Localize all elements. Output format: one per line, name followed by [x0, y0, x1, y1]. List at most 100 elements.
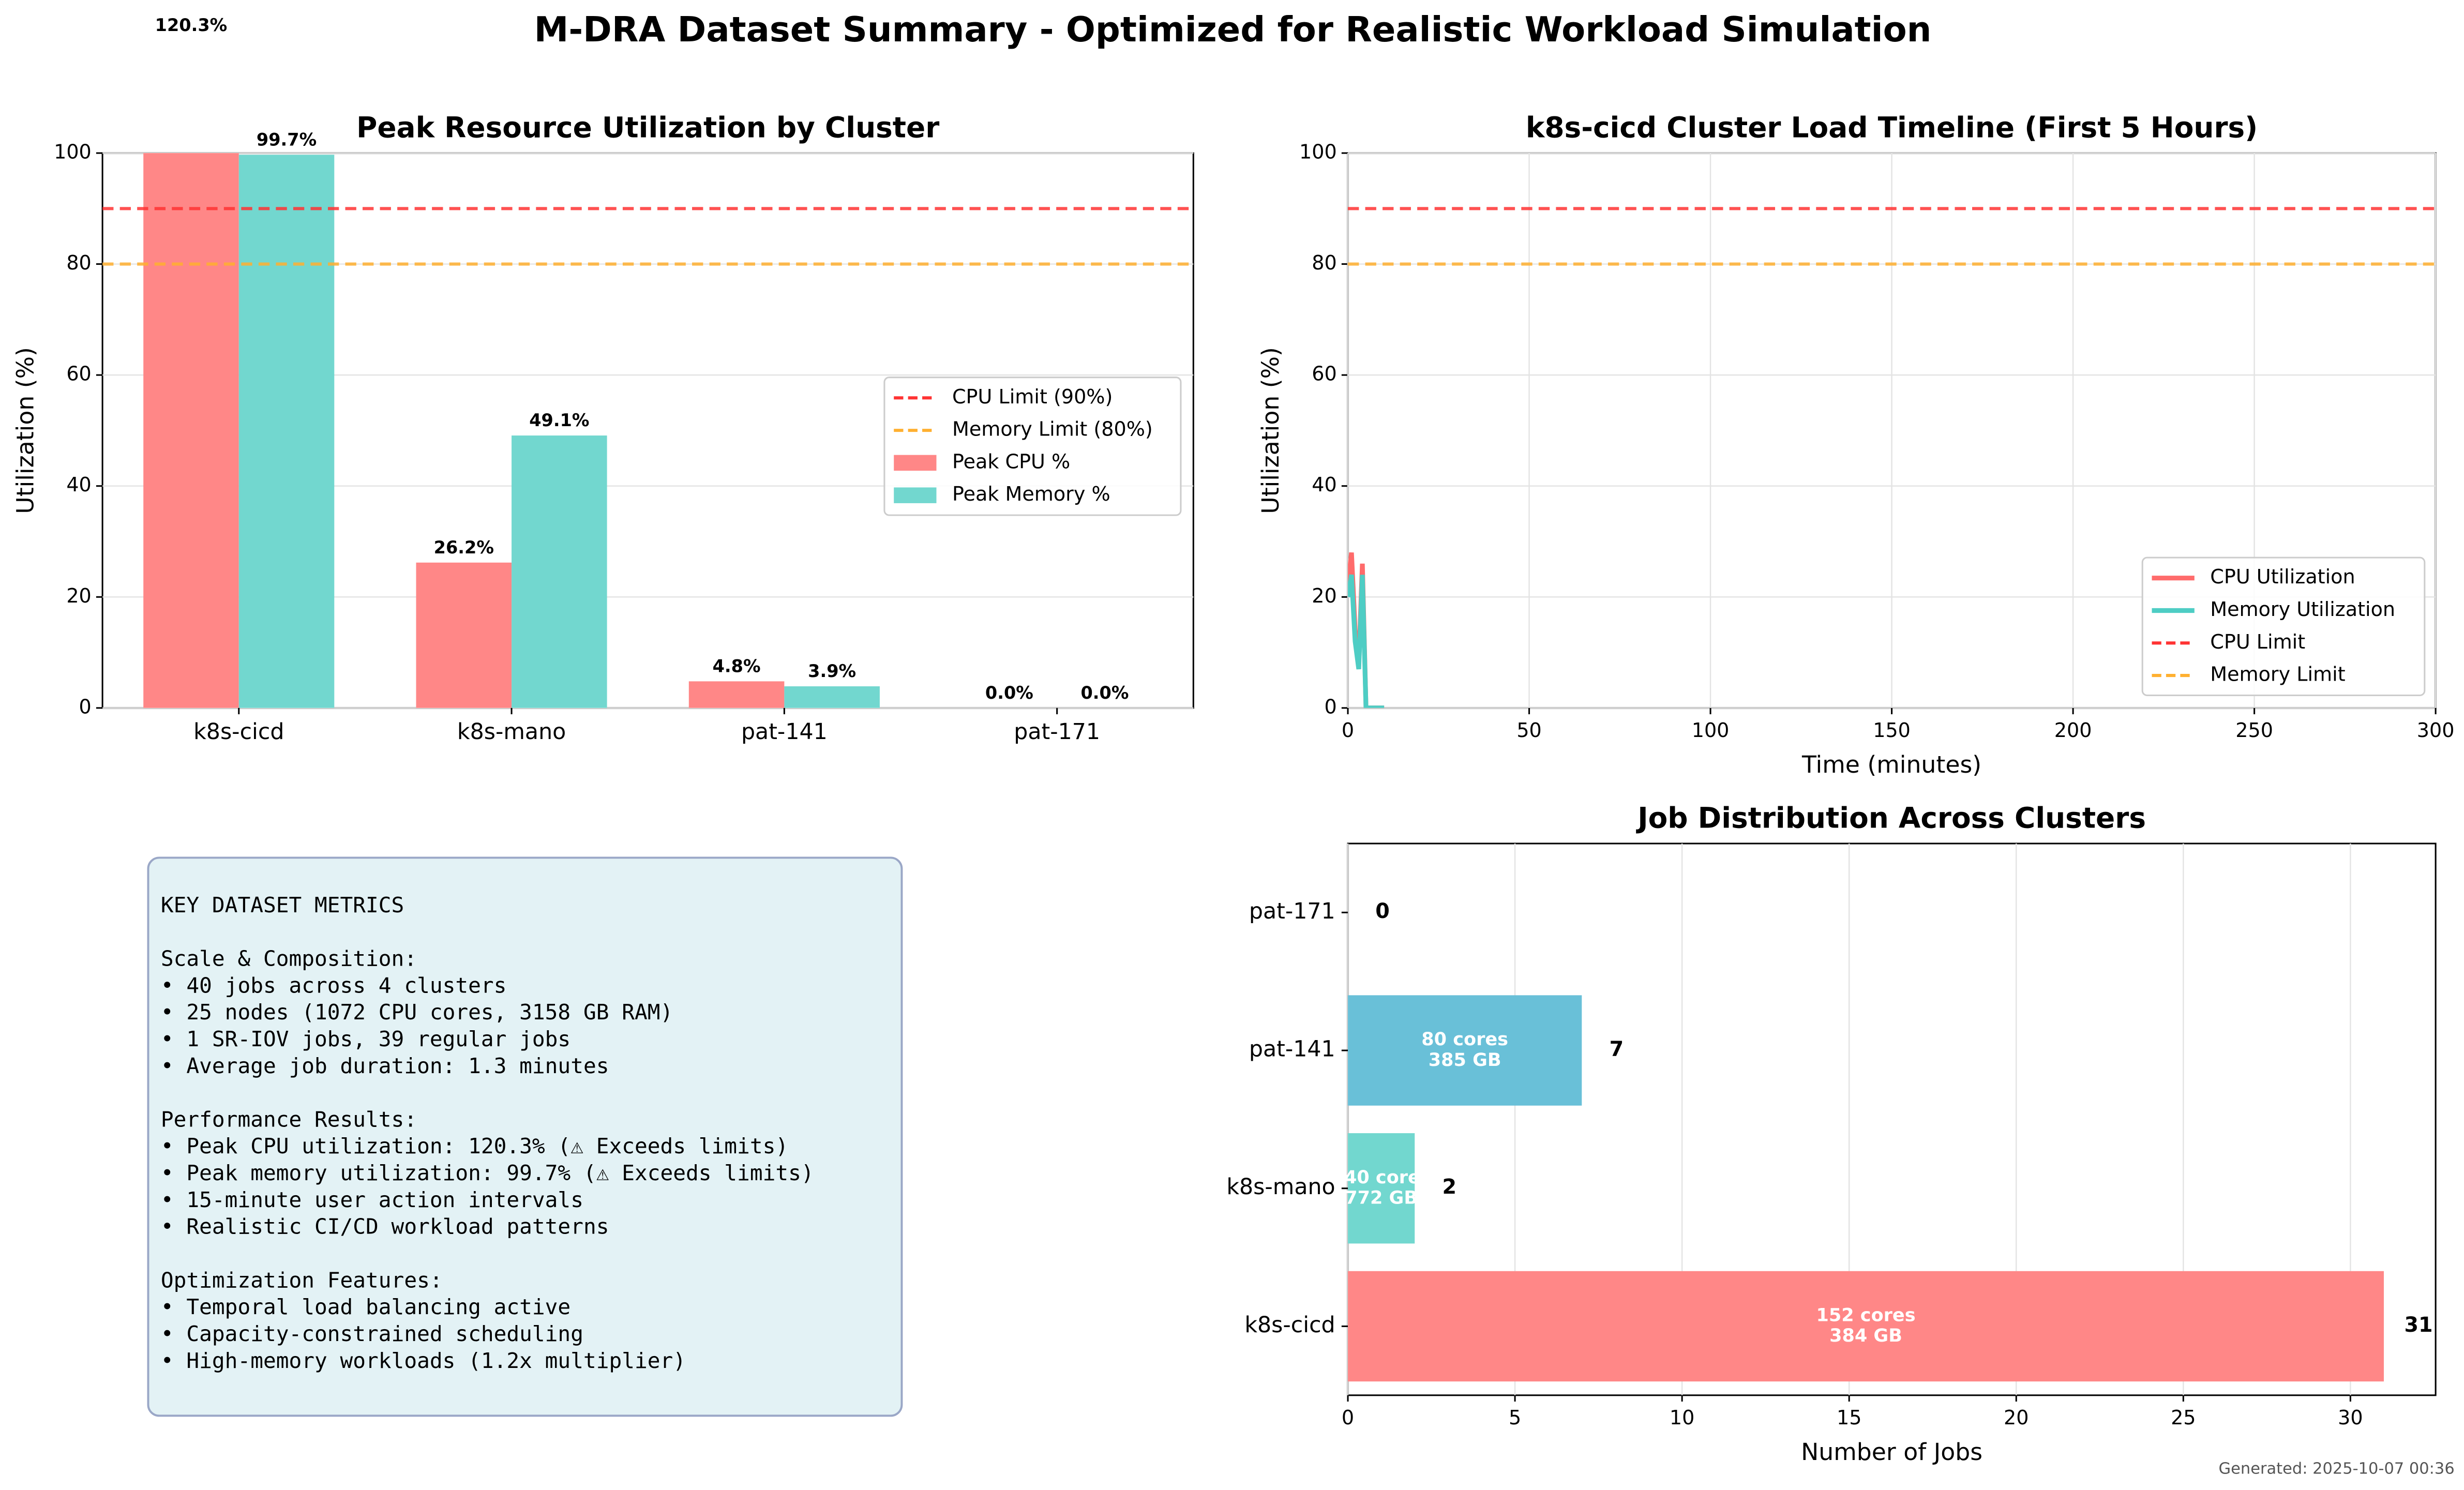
value-label: 2 [1443, 1175, 1457, 1199]
bar-annotation: 385 GB [1429, 1049, 1501, 1071]
y-tick-label: pat-171 [1249, 898, 1335, 924]
x-tick-label: 20 [2004, 1406, 2029, 1429]
metrics-section-title: Scale & Composition: [161, 946, 417, 971]
x-tick-label: 10 [1670, 1406, 1694, 1429]
value-label: 4.8% [713, 656, 761, 676]
y-tick-label: 60 [66, 363, 91, 385]
x-tick-label: 50 [1516, 719, 1541, 742]
x-tick-label: 30 [2338, 1406, 2363, 1429]
legend-label: Memory Utilization [2210, 598, 2395, 621]
y-tick-label: 0 [1324, 695, 1336, 718]
value-label: 120.3% [155, 15, 228, 35]
value-label: 0.0% [985, 683, 1033, 703]
x-tick-label: pat-141 [741, 719, 828, 745]
metrics-box [147, 856, 903, 1417]
x-tick-label: 250 [2235, 719, 2273, 742]
bar [784, 686, 880, 708]
legend-label: Peak Memory % [952, 483, 1110, 505]
x-tick-label: 15 [1837, 1406, 1861, 1429]
y-axis-label: Utilization (%) [11, 347, 39, 514]
y-tick-label: 20 [1312, 584, 1336, 607]
x-tick-label: 0 [1342, 719, 1354, 742]
metrics-item: • Temporal load balancing active [161, 1295, 570, 1319]
bars [102, 153, 1194, 708]
bar [512, 435, 607, 708]
x-tick-label: pat-171 [1014, 719, 1100, 745]
x-tick-label: 0 [1342, 1406, 1354, 1429]
y-tick-label: 40 [1312, 473, 1336, 496]
page-title: M-DRA Dataset Summary - Optimized for Re… [534, 9, 1932, 50]
y-tick-label: 60 [1312, 363, 1336, 385]
x-tick-label: 300 [2417, 719, 2455, 742]
y-tick-label: 80 [66, 251, 91, 274]
y-tick-label: 20 [66, 584, 91, 607]
x-tick-label: 25 [2171, 1406, 2196, 1429]
metrics-item: • Realistic CI/CD workload patterns [161, 1214, 609, 1239]
lines [1348, 207, 2436, 708]
y-tick-label: 0 [79, 695, 92, 718]
legend-label: CPU Limit (90%) [952, 385, 1113, 408]
metrics-item: • Average job duration: 1.3 minutes [161, 1053, 609, 1078]
bar [688, 681, 785, 708]
value-label: 31 [2404, 1313, 2432, 1337]
y-tick-label: k8s-mano [1226, 1174, 1335, 1200]
x-axis-label: Number of Jobs [1801, 1438, 1982, 1466]
metrics-item: • 1 SR-IOV jobs, 39 regular jobs [161, 1027, 570, 1051]
x-tick-label: 150 [1873, 719, 1911, 742]
metrics-item: • Peak CPU utilization: 120.3% (⚠ Exceed… [161, 1134, 788, 1158]
chart-title: Peak Resource Utilization by Cluster [356, 111, 939, 144]
value-label: 7 [1610, 1037, 1624, 1061]
x-axis-label: Time (minutes) [1801, 751, 1981, 778]
bar [143, 153, 239, 708]
legend-label: CPU Utilization [2210, 565, 2355, 588]
metrics-item: • 15-minute user action intervals [161, 1187, 583, 1212]
metrics-item: • 40 jobs across 4 clusters [161, 973, 507, 998]
bar-annotation: 80 cores [1421, 1029, 1508, 1050]
bar [1348, 995, 1582, 1106]
bar-annotation: 240 cores [1332, 1167, 1431, 1188]
metrics-item: • Capacity-constrained scheduling [161, 1321, 583, 1346]
value-label: 26.2% [434, 537, 494, 558]
y-tick-label: pat-141 [1249, 1036, 1335, 1062]
legend-box [2141, 556, 2426, 697]
legend-box [883, 377, 1182, 516]
bar-annotation: 152 cores [1816, 1305, 1915, 1326]
bar-annotation: 384 GB [1829, 1325, 1902, 1346]
legend-label: CPU Limit [2210, 630, 2305, 653]
metrics-item: • Peak memory utilization: 99.7% (⚠ Exce… [161, 1161, 814, 1185]
data-line [1348, 574, 1385, 708]
metrics-heading: KEY DATASET METRICS [161, 893, 404, 917]
metrics-section-title: Optimization Features: [161, 1268, 443, 1292]
value-label: 3.9% [808, 661, 856, 681]
value-label: 99.7% [257, 129, 317, 149]
y-tick-label: 100 [1299, 140, 1337, 163]
y-tick-label: 100 [54, 140, 92, 163]
metrics-section-title: Performance Results: [161, 1107, 417, 1132]
legend-swatch [894, 487, 937, 503]
bar [416, 562, 512, 708]
x-tick-label: k8s-cicd [193, 719, 284, 745]
y-tick-label: k8s-cicd [1244, 1312, 1335, 1338]
legend-label: Memory Limit (80%) [952, 418, 1153, 441]
value-label: 0.0% [1080, 683, 1129, 703]
metrics-item: • 25 nodes (1072 CPU cores, 3158 GB RAM) [161, 1000, 673, 1025]
chart-title: k8s-cicd Cluster Load Timeline (First 5 … [1526, 111, 2258, 144]
value-label: 49.1% [529, 410, 589, 430]
chart-title: Job Distribution Across Clusters [1635, 801, 2146, 834]
y-tick-label: 80 [1312, 251, 1336, 274]
legend-swatch [894, 455, 937, 471]
bar [1348, 1133, 1415, 1244]
legend-label: Memory Limit [2210, 663, 2345, 686]
value-label: 0 [1375, 899, 1390, 923]
legend-label: Peak CPU % [952, 450, 1070, 473]
bar [238, 155, 335, 708]
y-tick-label: 40 [66, 473, 91, 496]
bar [1348, 1271, 2384, 1382]
bar-annotation: 772 GB [1345, 1187, 1418, 1209]
y-axis-label: Utilization (%) [1257, 347, 1284, 514]
metrics-item: • High-memory workloads (1.2x multiplier… [161, 1348, 686, 1373]
x-tick-label: k8s-mano [457, 719, 566, 745]
x-tick-label: 5 [1509, 1406, 1521, 1429]
